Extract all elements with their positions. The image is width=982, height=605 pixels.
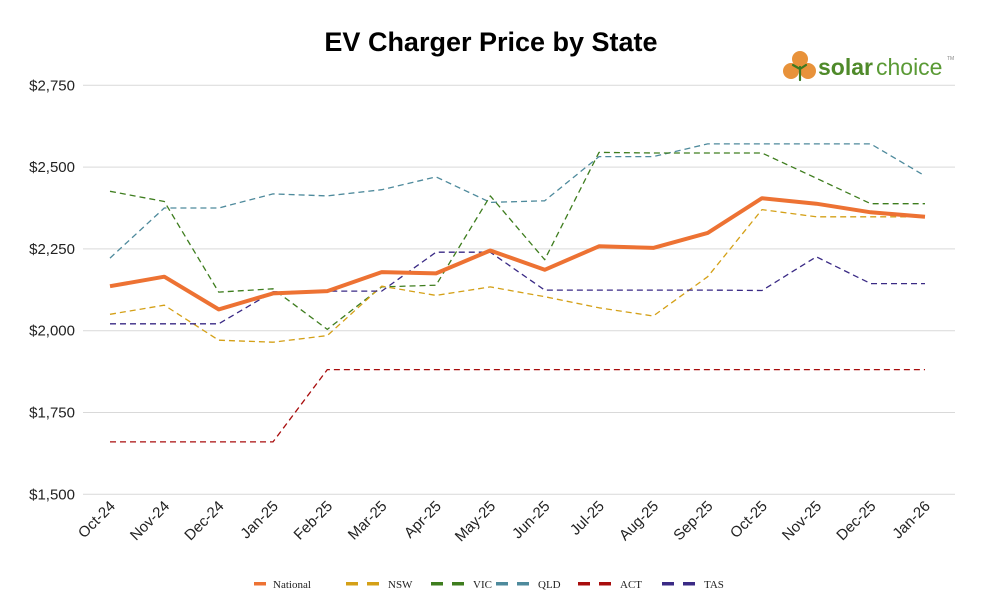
gridlines [83, 84, 955, 495]
x-tick-label: Jan-25 [237, 498, 281, 542]
series-line-nsw [109, 208, 925, 343]
legend-label: QLD [538, 579, 561, 591]
x-tick-label: Feb-25 [291, 498, 337, 544]
legend: National NSW VIC QLD ACT TAS [254, 579, 724, 591]
solar-choice-logo-icon [783, 51, 816, 82]
logo-text-light: choice [876, 54, 942, 80]
legend-swatch [496, 582, 508, 586]
series-line-act [110, 368, 925, 443]
legend-label: VIC [473, 579, 492, 591]
logo-text-bold: solar [818, 54, 873, 80]
series-lines [109, 143, 926, 443]
logo: solar choice TM [783, 51, 954, 82]
x-tick-label: Apr-25 [401, 498, 445, 542]
y-tick-label: $2,500 [29, 159, 75, 176]
x-tick-label: May-25 [452, 498, 499, 545]
x-tick-label: Jan-26 [889, 498, 933, 542]
y-tick-label: $2,750 [29, 77, 75, 94]
legend-swatch [662, 582, 674, 586]
series-line-tas [110, 251, 925, 325]
x-tick-label: Dec-24 [181, 498, 227, 544]
x-tick-label: Aug-25 [616, 498, 662, 544]
legend-swatch [452, 582, 464, 586]
x-tick-label: Oct-24 [75, 498, 119, 542]
series-line-vic [109, 151, 925, 331]
legend-swatch [599, 582, 611, 586]
series-line-national [109, 196, 926, 312]
x-tick-label: Mar-25 [345, 498, 391, 544]
legend-swatch [517, 582, 529, 586]
x-tick-label: Sep-25 [670, 498, 716, 544]
x-tick-label: Nov-24 [127, 498, 173, 544]
x-tick-label: Jun-25 [509, 498, 553, 542]
legend-swatch [254, 582, 266, 586]
legend-label: ACT [620, 579, 642, 591]
x-axis-ticks: Oct-24 Nov-24 Dec-24 Jan-25 Feb-25 Mar-25 Apr-… [75, 498, 934, 545]
legend-swatch [683, 582, 695, 586]
legend-swatch [346, 582, 358, 586]
y-tick-label: $2,000 [29, 323, 75, 340]
legend-swatch [431, 582, 443, 586]
legend-label: National [273, 579, 311, 591]
logo-tm: TM [947, 56, 954, 62]
x-tick-label: Oct-25 [727, 498, 771, 542]
legend-swatch [578, 582, 590, 586]
x-tick-label: Nov-25 [779, 498, 825, 544]
y-tick-label: $1,500 [29, 486, 75, 503]
x-tick-label: Dec-25 [833, 498, 879, 544]
legend-item-national: National [254, 579, 311, 591]
y-tick-label: $1,750 [29, 405, 75, 422]
legend-item-nsw: NSW [346, 579, 413, 591]
legend-label: TAS [704, 579, 724, 591]
y-tick-label: $2,250 [29, 241, 75, 258]
legend-label: NSW [388, 579, 413, 591]
legend-item-vic: VIC [431, 579, 492, 591]
series-line-qld [109, 143, 926, 259]
legend-item-act: ACT [578, 579, 642, 591]
chart-title: EV Charger Price by State [324, 27, 657, 57]
legend-swatch [367, 582, 379, 586]
legend-item-tas: TAS [662, 579, 724, 591]
x-tick-label: Jul-25 [567, 498, 608, 539]
y-axis-ticks: $1,500 $1,750 $2,000 $2,250 $2,500 $2,750 [29, 77, 75, 503]
legend-item-qld: QLD [496, 579, 561, 591]
